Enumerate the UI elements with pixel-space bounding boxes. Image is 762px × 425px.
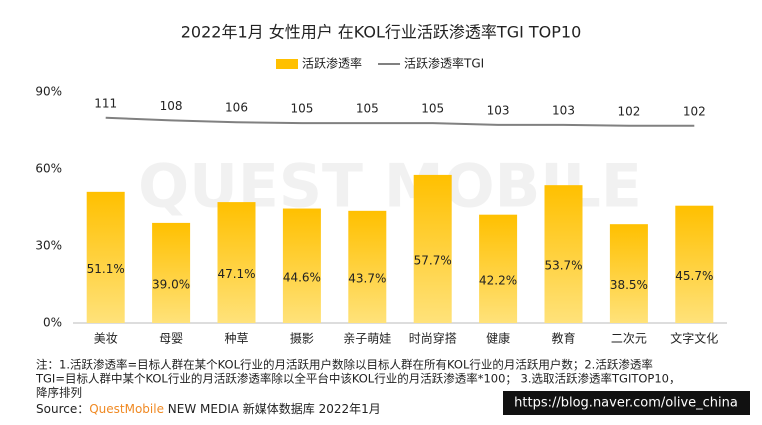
line-value-label: 105 <box>290 102 313 116</box>
legend-label: 活跃渗透率 <box>302 56 362 71</box>
line-value-label: 105 <box>421 102 444 116</box>
x-tick-label: 健康 <box>486 331 510 346</box>
bar-value-label: 44.6% <box>283 270 321 284</box>
line-value-label: 108 <box>160 99 183 113</box>
bar-value-label: 38.5% <box>610 278 648 292</box>
bar <box>282 208 321 323</box>
x-tick-label: 时尚穿搭 <box>409 331 457 346</box>
bar <box>217 202 256 323</box>
bar <box>348 210 387 323</box>
bar <box>544 185 583 323</box>
chart-title: 2022年1月 女性用户 在KOL行业活跃渗透率TGI TOP10 <box>181 23 582 42</box>
bar <box>479 214 518 323</box>
source-rest: NEW MEDIA 新媒体数据库 2022年1月 <box>164 401 381 416</box>
x-tick-label: 亲子萌娃 <box>343 332 391 346</box>
bar-value-label: 47.1% <box>217 267 255 281</box>
line <box>105 116 695 127</box>
bar <box>152 222 191 323</box>
source-prefix: Source： <box>36 402 89 416</box>
bar-value-label: 57.7% <box>414 253 452 267</box>
bar-value-label: 53.7% <box>544 259 582 273</box>
stamp-box <box>503 391 750 415</box>
line-value-label: 102 <box>617 104 640 118</box>
notes: 注：1.活跃渗透率=目标人群在某个KOL行业的月活跃用户数除以目标人群在所有KO… <box>35 358 681 400</box>
line-value-label: 105 <box>356 102 379 116</box>
legend-label: 活跃渗透率TGI <box>404 56 484 71</box>
y-tick-label: 0% <box>43 316 62 330</box>
bar-value-label: 39.0% <box>152 277 190 291</box>
y-tick-label: 90% <box>35 85 62 99</box>
line-value-label: 103 <box>552 103 575 117</box>
bar-value-label: 51.1% <box>87 262 125 276</box>
x-tick-label: 种草 <box>224 332 248 346</box>
line-value-label: 102 <box>683 104 706 118</box>
line-value-label: 103 <box>487 103 510 117</box>
bar-value-label: 45.7% <box>675 269 713 283</box>
stamp: https://blog.naver.com/olive_china <box>514 396 738 411</box>
source-brand: QuestMobile <box>89 402 164 416</box>
note-line: 降序排列 <box>36 386 82 400</box>
x-tick-label: 二次元 <box>611 332 647 346</box>
note-line: 注：1.活跃渗透率=目标人群在某个KOL行业的月活跃用户数除以目标人群在所有KO… <box>36 358 653 372</box>
legend: 活跃渗透率 活跃渗透率TGI <box>276 56 484 71</box>
line-value-label: 111 <box>94 96 117 110</box>
note-line: TGI=目标人群中某个KOL行业的月活跃渗透率除以全平台中该KOL行业的月活跃渗… <box>35 372 681 386</box>
bar <box>609 224 648 323</box>
y-tick-label: 30% <box>35 239 62 253</box>
bar <box>675 205 714 323</box>
x-tick-label: 摄影 <box>290 331 314 346</box>
source: Source：QuestMobile NEW MEDIA 新媒体数据库 2022… <box>36 401 381 416</box>
y-tick-label: 60% <box>35 162 62 176</box>
x-tick-label: 母婴 <box>159 332 183 346</box>
bar-value-label: 42.2% <box>479 273 517 287</box>
legend-swatch <box>276 59 298 69</box>
bar <box>86 191 125 323</box>
line-value-label: 106 <box>225 101 248 115</box>
x-tick-label: 教育 <box>551 331 575 346</box>
bar <box>413 174 452 323</box>
x-tick-label: 文字文化 <box>670 331 718 346</box>
bar-value-label: 43.7% <box>348 271 386 285</box>
x-tick-label: 美妆 <box>94 332 118 346</box>
